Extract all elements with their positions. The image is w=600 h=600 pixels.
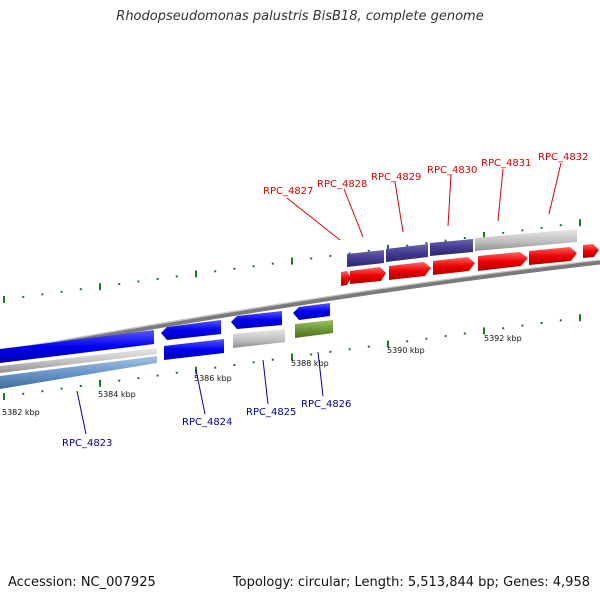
gene-feature-rpc4825-gray[interactable] <box>233 329 285 348</box>
gene-feature-rpc4829[interactable] <box>430 239 473 256</box>
genome-backbone <box>0 259 600 356</box>
forward-label-leaders <box>286 162 562 241</box>
gene-feature-rpc4823[interactable] <box>0 330 154 363</box>
scale-label-5390: 5390 kbp <box>387 346 425 355</box>
lower-tick-row <box>3 314 581 400</box>
gene-feature-forward-red-2[interactable] <box>350 267 386 284</box>
leader-line <box>317 351 324 397</box>
gene-label-rpc4823[interactable]: RPC_4823 <box>62 438 112 449</box>
gene-feature-forward-red-4[interactable] <box>433 257 475 275</box>
accession-text: Accession: NC_007925 <box>8 575 156 590</box>
forward-gene-features <box>341 229 599 286</box>
reverse-gene-labels: RPC_4823 RPC_4824 RPC_4825 RPC_4826 <box>62 399 351 449</box>
gene-label-rpc4831[interactable]: RPC_4831 <box>481 158 531 169</box>
gene-feature-rpc4825[interactable] <box>231 311 282 329</box>
leader-line <box>447 174 452 227</box>
genome-summary-text: Topology: circular; Length: 5,513,844 bp… <box>232 575 590 590</box>
leader-line <box>262 359 269 405</box>
gene-feature-rpc4826-olive[interactable] <box>295 320 333 338</box>
leader-line <box>548 162 562 215</box>
leader-line <box>76 390 87 435</box>
gene-feature-forward-red-7[interactable] <box>583 244 599 258</box>
gene-feature-rpc4826[interactable] <box>293 303 330 320</box>
leader-line <box>497 168 504 222</box>
gene-label-rpc4828[interactable]: RPC_4828 <box>317 179 367 190</box>
gene-feature-forward-red-3[interactable] <box>389 262 431 280</box>
upper-tick-row <box>3 219 581 303</box>
scale-label-5384: 5384 kbp <box>98 390 136 399</box>
gene-feature-rpc4823-gray[interactable] <box>0 348 157 373</box>
gene-label-rpc4826[interactable]: RPC_4826 <box>301 399 351 410</box>
gene-feature-forward-red-5[interactable] <box>478 252 528 271</box>
gene-label-rpc4824[interactable]: RPC_4824 <box>182 417 232 428</box>
gene-feature-forward-red-6[interactable] <box>529 247 577 265</box>
gene-label-rpc4829[interactable]: RPC_4829 <box>371 172 421 183</box>
gene-feature-forward-red-1[interactable] <box>341 271 351 286</box>
reverse-label-leaders <box>76 351 324 435</box>
leader-line <box>195 369 206 415</box>
gene-feature-rpc4827[interactable] <box>347 250 384 267</box>
gene-label-rpc4825[interactable]: RPC_4825 <box>246 407 296 418</box>
gene-feature-rpc4830[interactable] <box>475 229 577 251</box>
forward-gene-labels: RPC_4827 RPC_4828 RPC_4829 RPC_4830 RPC_… <box>263 152 588 197</box>
gene-feature-rpc4823-steel[interactable] <box>0 356 157 389</box>
gene-label-rpc4827[interactable]: RPC_4827 <box>263 186 313 197</box>
scale-label-5386: 5386 kbp <box>194 374 232 383</box>
scale-label-5388: 5388 kbp <box>291 359 329 368</box>
scale-labels: 5382 kbp 5384 kbp 5386 kbp 5388 kbp 5390… <box>2 334 522 417</box>
scale-label-5382: 5382 kbp <box>2 408 40 417</box>
gene-label-rpc4830[interactable]: RPC_4830 <box>427 165 477 176</box>
reverse-gene-features <box>0 303 333 389</box>
genome-title: Rhodopseudomonas palustris BisB18, compl… <box>116 9 484 24</box>
leader-line <box>286 197 341 241</box>
gene-label-rpc4832[interactable]: RPC_4832 <box>538 152 588 163</box>
leader-line <box>343 188 364 238</box>
scale-label-5392: 5392 kbp <box>484 334 522 343</box>
gene-feature-rpc4824[interactable] <box>161 320 221 340</box>
gene-feature-rpc4828[interactable] <box>386 244 428 262</box>
leader-line <box>394 181 404 233</box>
genome-backbone-highlight <box>0 259 600 352</box>
gene-feature-rpc4824-lower[interactable] <box>164 339 224 360</box>
